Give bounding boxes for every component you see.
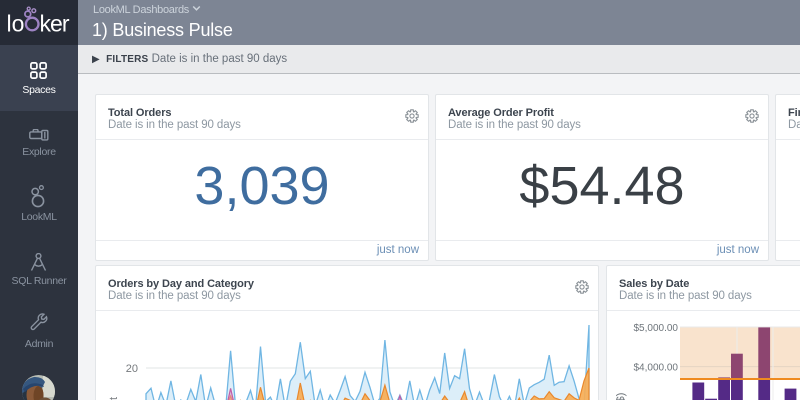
svg-text:Total Sale ($): Total Sale ($) xyxy=(615,393,627,400)
svg-text:Orders Count: Orders Count xyxy=(108,397,120,400)
svg-text:$4,000.00: $4,000.00 xyxy=(634,363,679,374)
svg-text:$5,000.00: $5,000.00 xyxy=(634,323,679,334)
svg-text:ker: ker xyxy=(40,11,70,37)
svg-text:lo: lo xyxy=(7,11,25,37)
svg-text:20: 20 xyxy=(126,363,138,375)
